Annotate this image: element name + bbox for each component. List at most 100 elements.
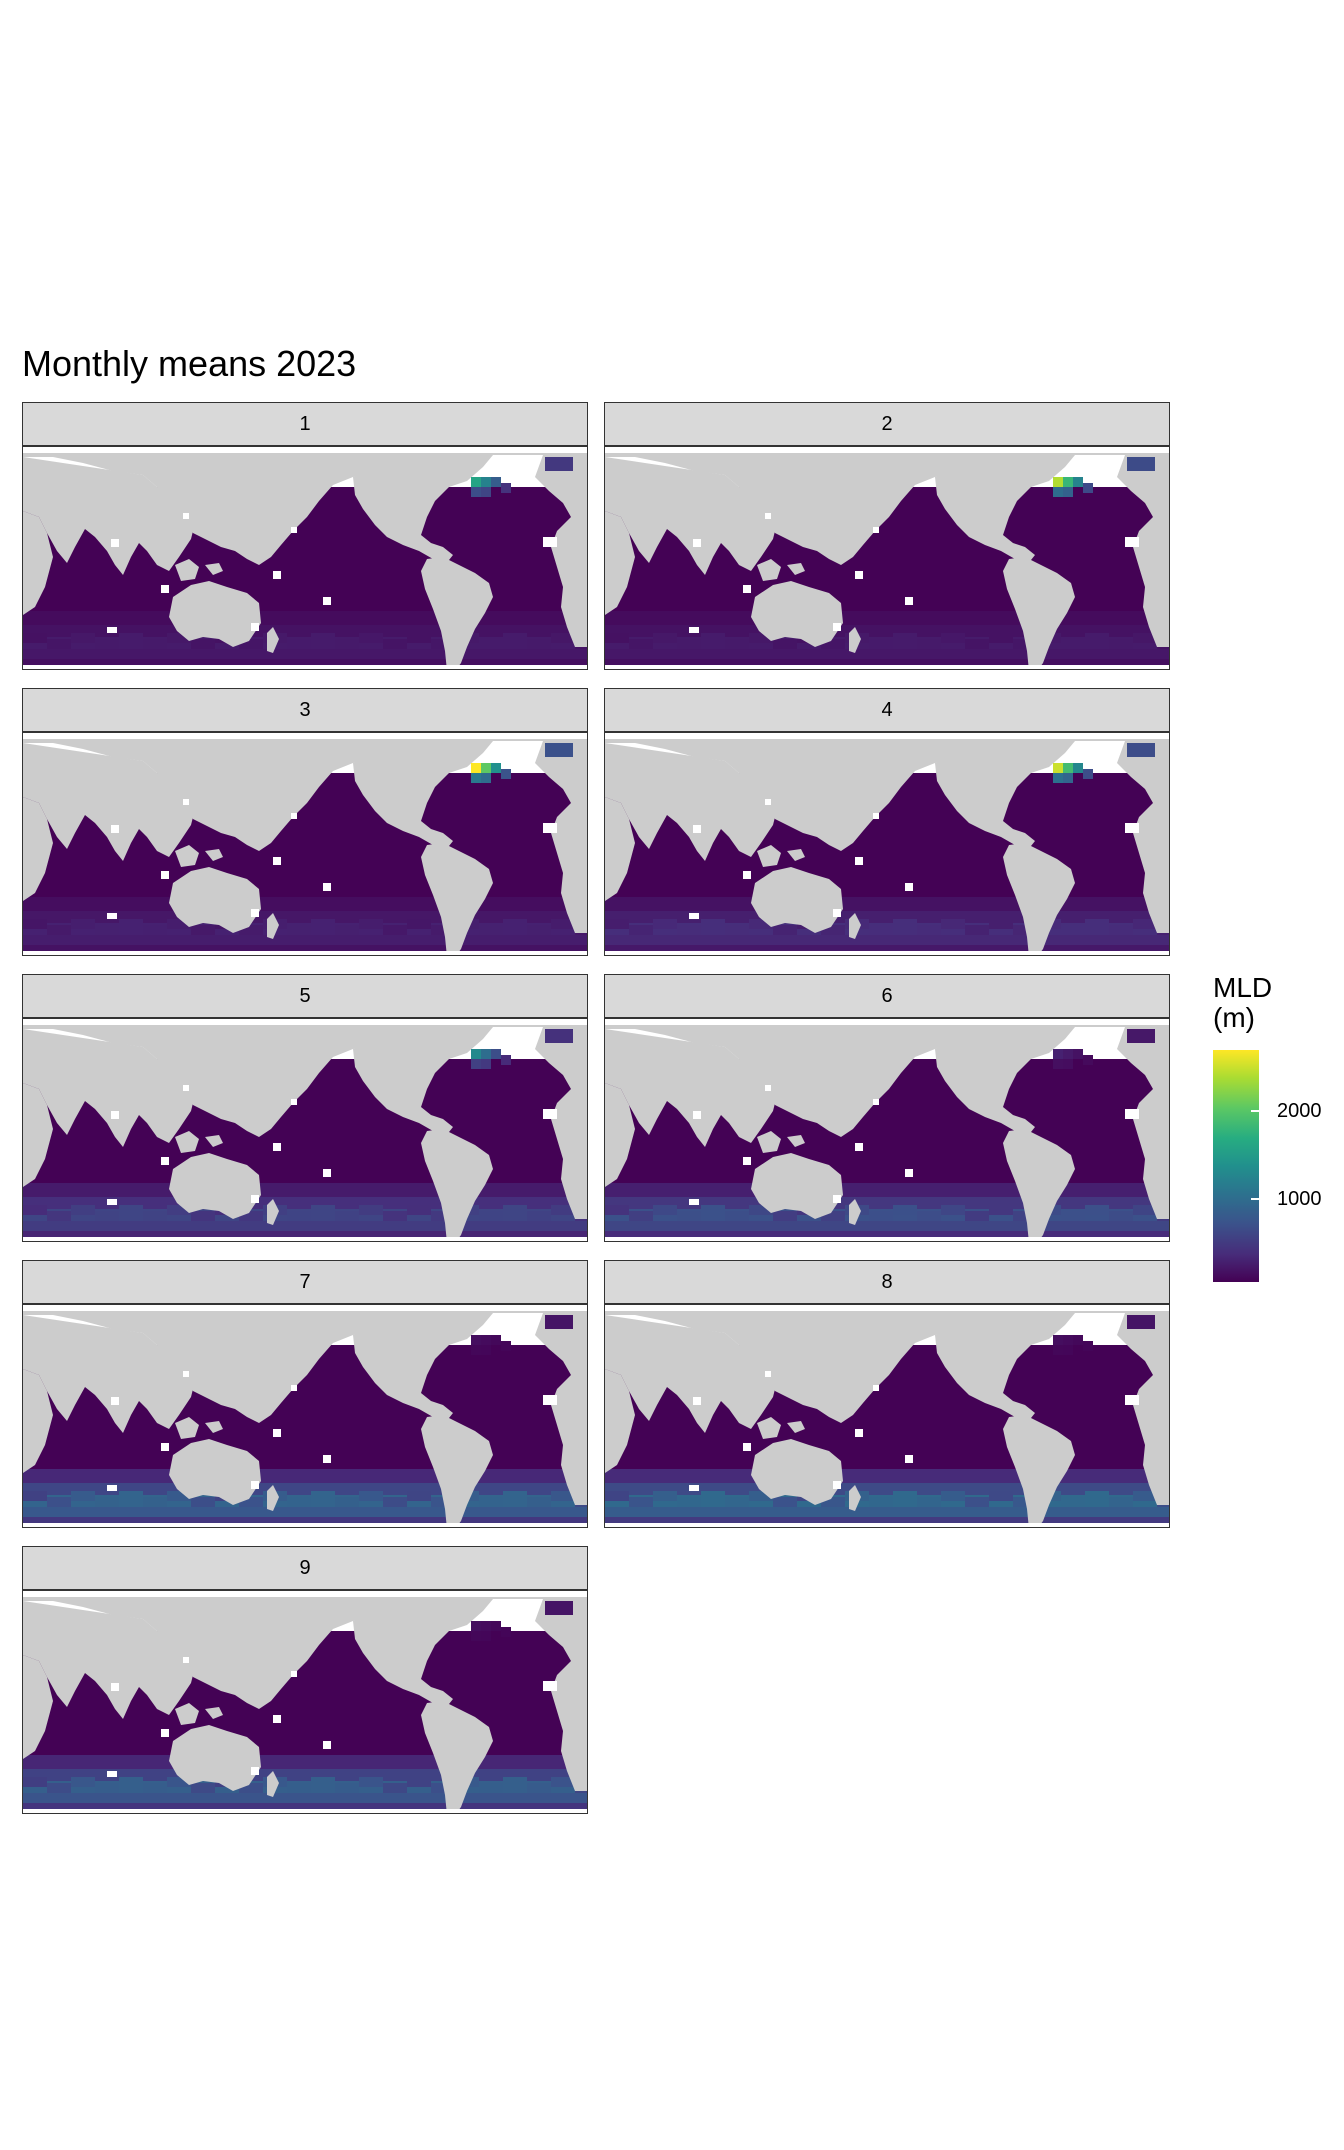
southern-ocean-band [23,935,587,945]
mld-map-svg [23,447,587,669]
southern-ocean-band [23,1469,587,1483]
southern-ocean-cell [431,639,455,649]
north-atlantic-hotspot-cell [491,763,501,773]
land-mass [605,457,777,575]
land-mass [169,1153,261,1219]
no-data-cell [161,1443,169,1451]
southern-ocean-cell [287,1783,311,1793]
land-mass [169,1439,261,1505]
land-mass [175,559,199,581]
nordic-seas-cell [545,1601,573,1615]
southern-ocean-cell [701,633,725,643]
southern-ocean-cell [143,1211,167,1221]
land-mass [1117,1027,1169,1219]
land-mass [787,1135,805,1147]
southern-ocean-cell [1133,633,1157,643]
southern-ocean-cell [869,639,893,649]
land-mass [175,1417,199,1439]
southern-ocean-cell [1085,1205,1109,1215]
land-mass [605,511,635,615]
no-data-antarctic [23,1809,587,1813]
southern-ocean-cell [71,1205,95,1215]
north-atlantic-hotspot-cell [1083,483,1093,493]
southern-ocean-cell [503,633,527,643]
north-atlantic-hotspot-cell [491,1335,501,1345]
southern-ocean-cell [239,925,263,935]
land-mass [267,1199,279,1225]
land-mass [175,845,199,867]
facet-map [22,1304,588,1528]
land-mass [605,1369,635,1473]
no-data-cell [693,825,701,833]
southern-ocean-cell [191,1497,215,1507]
no-data-antarctic [605,951,1169,955]
southern-ocean-cell [47,925,71,935]
no-data-cell [855,857,863,865]
north-atlantic-hotspot-cell [1053,1049,1063,1059]
no-data-cell [291,1385,297,1391]
land-mass [169,867,261,933]
southern-ocean-cell [1013,639,1037,649]
southern-ocean-cell [47,1211,71,1221]
no-data-cell [291,527,297,533]
land-mass [23,1601,195,1719]
no-data-arctic [605,733,1169,739]
southern-ocean-cell [23,1205,47,1215]
north-atlantic-hotspot-cell [1053,1059,1063,1069]
southern-ocean-cell [71,633,95,643]
southern-ocean-cell [311,919,335,929]
land-mass [175,1131,199,1153]
no-data-cell [273,1143,281,1151]
facet-map [22,1590,588,1814]
land-mass [23,743,195,861]
north-atlantic-hotspot-cell [1083,1055,1093,1065]
north-atlantic-hotspot-cell [471,1631,481,1641]
land-mass [23,1369,53,1473]
north-atlantic-hotspot-cell [471,1345,481,1355]
southern-ocean-cell [653,1491,677,1501]
southern-ocean-cell [725,639,749,649]
no-data-cell [251,909,259,917]
southern-ocean-band [605,1183,1169,1197]
north-atlantic-hotspot-cell [481,1335,491,1345]
southern-ocean-band [23,1755,587,1769]
land-mass [751,1153,843,1219]
southern-ocean-cell [869,1211,893,1221]
mld-map-svg [605,1019,1169,1241]
north-atlantic-hotspot-cell [1063,477,1073,487]
north-atlantic-hotspot-cell [471,763,481,773]
southern-ocean-cell [311,1491,335,1501]
no-data-cell [543,537,557,547]
no-data-cell [161,871,169,879]
no-data-cell [873,527,879,533]
southern-ocean-cell [965,925,989,935]
no-data-cell [855,1429,863,1437]
southern-ocean-cell [1133,1491,1157,1501]
southern-ocean-band [605,611,1169,625]
southern-ocean-cell [407,1205,431,1215]
no-data-cell [323,1169,331,1177]
no-data-cell [323,883,331,891]
facet-panel-5: 5 [22,974,588,1242]
land-mass [535,455,587,647]
southern-ocean-cell [1013,925,1037,935]
southern-ocean-cell [359,1205,383,1215]
north-atlantic-hotspot-cell [471,1335,481,1345]
facet-strip-label: 7 [22,1260,588,1304]
southern-ocean-cell [605,1205,629,1215]
southern-ocean-cell [479,1211,503,1221]
land-mass [267,913,279,939]
southern-ocean-cell [47,1783,71,1793]
land-mass [787,563,805,575]
facet-strip-label: 9 [22,1546,588,1590]
north-atlantic-hotspot-cell [1053,763,1063,773]
southern-ocean-cell [1061,1211,1085,1221]
land-mass [169,581,261,647]
north-atlantic-hotspot-cell [501,769,511,779]
north-atlantic-hotspot-cell [1063,1059,1073,1069]
no-data-cell [183,1085,189,1091]
southern-ocean-cell [677,1211,701,1221]
southern-ocean-cell [143,925,167,935]
land-mass [1003,1129,1075,1241]
facet-panel-1: 1 [22,402,588,670]
